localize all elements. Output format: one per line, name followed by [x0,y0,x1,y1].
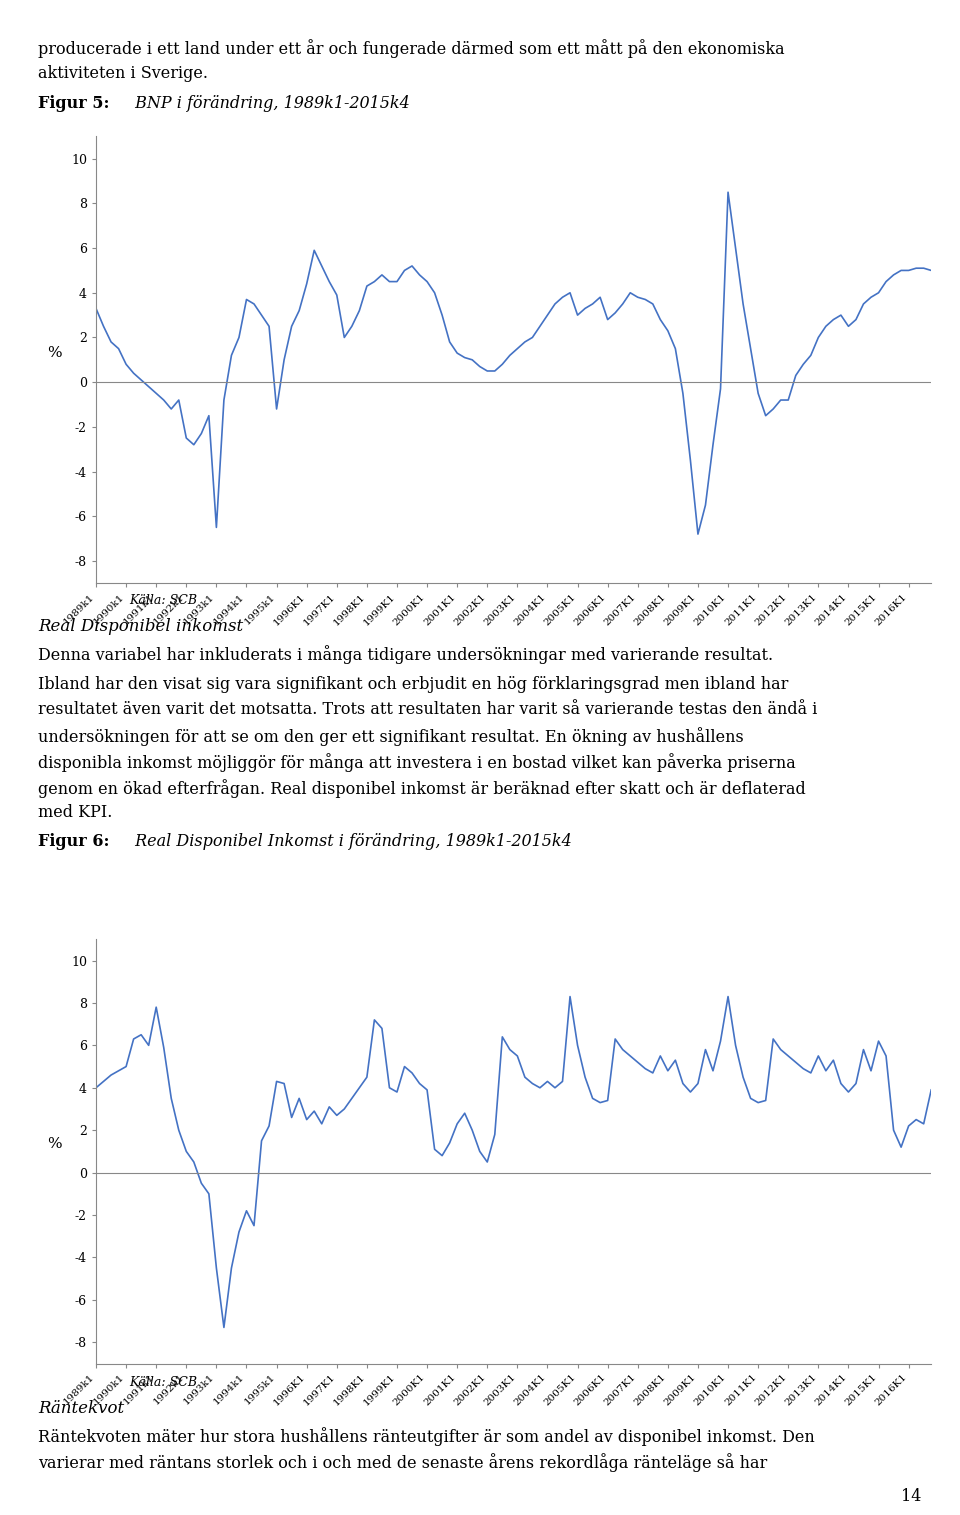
Text: resultatet även varit det motsatta. Trots att resultaten har varit så varierande: resultatet även varit det motsatta. Trot… [38,701,818,718]
Text: Figur 5:: Figur 5: [38,95,109,112]
Text: Real Disponibel Inkomst i förändring, 1989k1-2015k4: Real Disponibel Inkomst i förändring, 19… [130,833,571,850]
Text: Räntekvot: Räntekvot [38,1400,125,1417]
Text: Källa: SCB: Källa: SCB [130,594,198,608]
Text: Källa: SCB: Källa: SCB [130,1376,198,1389]
Text: Figur 6:: Figur 6: [38,833,109,850]
Text: varierar med räntans storlek och i och med de senaste årens rekordlåga ränteläge: varierar med räntans storlek och i och m… [38,1453,768,1471]
Text: Denna variabel har inkluderats i många tidigare undersökningar med varierande re: Denna variabel har inkluderats i många t… [38,645,774,664]
Text: undersökningen för att se om den ger ett signifikant resultat. En ökning av hush: undersökningen för att se om den ger ett… [38,727,744,745]
Text: med KPI.: med KPI. [38,804,112,821]
Text: BNP i förändring, 1989k1-2015k4: BNP i förändring, 1989k1-2015k4 [130,95,409,112]
Y-axis label: %: % [47,345,61,361]
Text: Ibland har den visat sig vara signifikant och erbjudit en hög förklaringsgrad me: Ibland har den visat sig vara signifikan… [38,676,789,692]
Text: genom en ökad efterfrågan. Real disponibel inkomst är beräknad efter skatt och ä: genom en ökad efterfrågan. Real disponib… [38,779,806,797]
Text: aktiviteten i Sverige.: aktiviteten i Sverige. [38,65,208,82]
Y-axis label: %: % [47,1138,61,1151]
Text: Real Disponibel inkomst: Real Disponibel inkomst [38,618,244,635]
Text: Räntekvoten mäter hur stora hushållens ränteutgifter är som andel av disponibel : Räntekvoten mäter hur stora hushållens r… [38,1427,815,1445]
Text: 14: 14 [901,1488,922,1504]
Text: disponibla inkomst möjliggör för många att investera i en bostad vilket kan påve: disponibla inkomst möjliggör för många a… [38,753,796,771]
Text: producerade i ett land under ett år och fungerade därmed som ett mått på den eko: producerade i ett land under ett år och … [38,39,785,58]
